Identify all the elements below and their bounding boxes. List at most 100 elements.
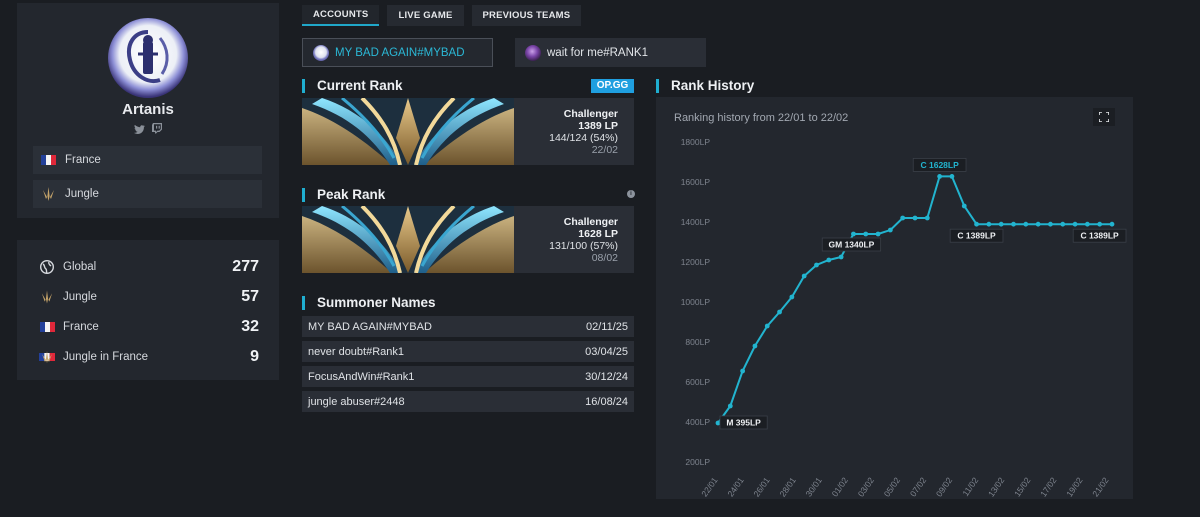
opgg-badge[interactable]: OP.GG <box>591 79 634 93</box>
data-point <box>838 254 844 260</box>
current-rank-details: Challenger 1389 LP 144/124 (54%) 22/02 <box>549 108 618 156</box>
tab-accounts[interactable]: ACCOUNTS <box>302 5 380 26</box>
data-point <box>998 221 1004 227</box>
current-rank-title: Current Rank <box>302 79 403 93</box>
leaderboard-row-global: Global 277 <box>39 252 259 282</box>
data-point <box>814 262 819 268</box>
table-row: never doubt#Rank1 03/04/25 <box>302 341 634 362</box>
data-point <box>1060 221 1066 227</box>
data-point <box>949 174 955 179</box>
x-tick-label: 05/02 <box>882 475 903 498</box>
account-button-mybad[interactable]: MY BAD AGAIN#MYBAD <box>302 38 493 67</box>
jungle-icon <box>39 289 55 305</box>
x-tick-label: 28/01 <box>777 475 798 498</box>
y-tick-label: 200LP <box>685 457 710 467</box>
data-point <box>875 231 881 237</box>
annotation-label: GM 1340LP <box>829 240 875 250</box>
y-tick-label: 1800LP <box>681 137 711 147</box>
data-point <box>1011 221 1016 227</box>
summoner-names-title: Summoner Names <box>302 296 436 310</box>
y-tick-label: 600LP <box>685 377 710 387</box>
x-tick-label: 07/02 <box>908 475 929 498</box>
data-point <box>924 215 930 221</box>
jungle-france-icon <box>39 349 55 365</box>
challenger-emblem-icon <box>302 206 514 273</box>
data-point <box>851 231 856 237</box>
y-tick-label: 400LP <box>685 417 710 427</box>
x-tick-label: 09/02 <box>934 475 955 498</box>
data-point <box>863 231 869 237</box>
peak-rank-box: Challenger 1628 LP 131/100 (57%) 08/02 <box>302 206 634 273</box>
avatar <box>108 18 188 98</box>
x-tick-label: 17/02 <box>1038 475 1059 498</box>
data-point <box>764 323 770 329</box>
account-avatar-icon <box>313 44 329 61</box>
data-point <box>740 368 746 374</box>
data-point <box>961 203 967 209</box>
leaderboard-card: Global 277 Jungle 57 France 32 Jungle in… <box>17 240 279 380</box>
leaderboard-row-france: France 32 <box>39 312 259 342</box>
data-point <box>900 215 906 221</box>
x-tick-label: 22/01 <box>699 475 720 498</box>
data-point <box>1035 221 1041 227</box>
account-button-waitforme[interactable]: wait for me#RANK1 <box>515 38 706 67</box>
annotation-box <box>912 158 967 172</box>
jungle-icon <box>41 187 56 201</box>
data-point <box>1084 221 1090 227</box>
annotation-label: C 1628LP <box>920 160 959 170</box>
x-tick-label: 26/01 <box>751 475 772 498</box>
table-row: jungle abuser#2448 16/08/24 <box>302 391 634 412</box>
data-point <box>1023 221 1029 227</box>
info-icon[interactable]: i <box>627 190 635 198</box>
data-point <box>974 221 979 227</box>
x-tick-label: 03/02 <box>856 475 877 498</box>
fullscreen-button[interactable] <box>1093 108 1115 126</box>
peak-rank-details: Challenger 1628 LP 131/100 (57%) 08/02 <box>549 216 618 264</box>
data-point <box>1072 221 1078 227</box>
rank-history-panel: Ranking history from 22/01 to 22/02 1800… <box>656 97 1133 499</box>
country-label: France <box>65 154 101 166</box>
rank-history-chart: 1800LP 1600LP 1400LP 1200LP 1000LP 800LP 600LP… <box>681 137 1127 499</box>
leaderboard-row-jungle: Jungle 57 <box>39 282 259 312</box>
data-point <box>1048 221 1053 227</box>
account-name: wait for me#RANK1 <box>547 46 648 59</box>
account-name: MY BAD AGAIN#MYBAD <box>335 46 465 59</box>
y-tick-label: 1200LP <box>681 257 711 267</box>
challenger-emblem-icon <box>302 98 514 165</box>
data-point <box>887 227 893 233</box>
data-point <box>937 174 943 179</box>
role-label: Jungle <box>65 188 99 200</box>
y-tick-label: 1000LP <box>681 297 711 307</box>
data-point <box>777 309 782 315</box>
x-tick-label: 24/01 <box>725 475 746 498</box>
series-line <box>717 175 1112 424</box>
x-tick-label: 15/02 <box>1012 475 1033 498</box>
country-row: France <box>33 146 262 174</box>
data-point <box>986 221 992 227</box>
current-rank-box: Challenger 1389 LP 144/124 (54%) 22/02 <box>302 98 634 165</box>
annotation-label: C 1389LP <box>1080 231 1119 241</box>
data-point <box>801 273 807 279</box>
tab-live-game[interactable]: LIVE GAME <box>387 5 464 26</box>
x-tick-label: 21/02 <box>1090 475 1111 498</box>
data-point <box>789 294 795 300</box>
annotation-label: C 1389LP <box>957 231 996 241</box>
data-point <box>715 420 721 426</box>
data-point <box>727 403 733 409</box>
twitter-icon[interactable] <box>133 124 145 137</box>
x-tick-label: 19/02 <box>1064 475 1085 498</box>
y-tick-label: 1600LP <box>681 177 711 187</box>
summoner-names-table: MY BAD AGAIN#MYBAD 02/11/25 never doubt#… <box>302 316 634 416</box>
player-name: Artanis <box>122 101 174 118</box>
y-tick-label: 1400LP <box>681 217 711 227</box>
twitch-icon[interactable] <box>152 123 163 137</box>
peak-rank-title: Peak Rank <box>302 188 385 202</box>
leaderboard-row-jungle-france: Jungle in France 9 <box>39 342 259 372</box>
data-point <box>826 257 832 263</box>
annotation-box <box>821 237 882 252</box>
tab-previous-teams[interactable]: PREVIOUS TEAMS <box>471 5 582 26</box>
x-tick-label: 13/02 <box>986 475 1007 498</box>
x-tick-label: 11/02 <box>960 475 980 498</box>
annotation-box <box>1072 228 1127 243</box>
rank-history-title: Rank History <box>656 79 754 93</box>
